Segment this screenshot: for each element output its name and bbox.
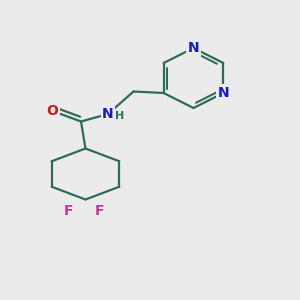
Text: F: F bbox=[63, 204, 73, 218]
Text: N: N bbox=[188, 41, 199, 55]
Text: O: O bbox=[46, 104, 58, 118]
Text: N: N bbox=[218, 86, 229, 100]
Text: N: N bbox=[102, 107, 114, 121]
Text: F: F bbox=[95, 204, 105, 218]
Text: H: H bbox=[115, 111, 124, 122]
